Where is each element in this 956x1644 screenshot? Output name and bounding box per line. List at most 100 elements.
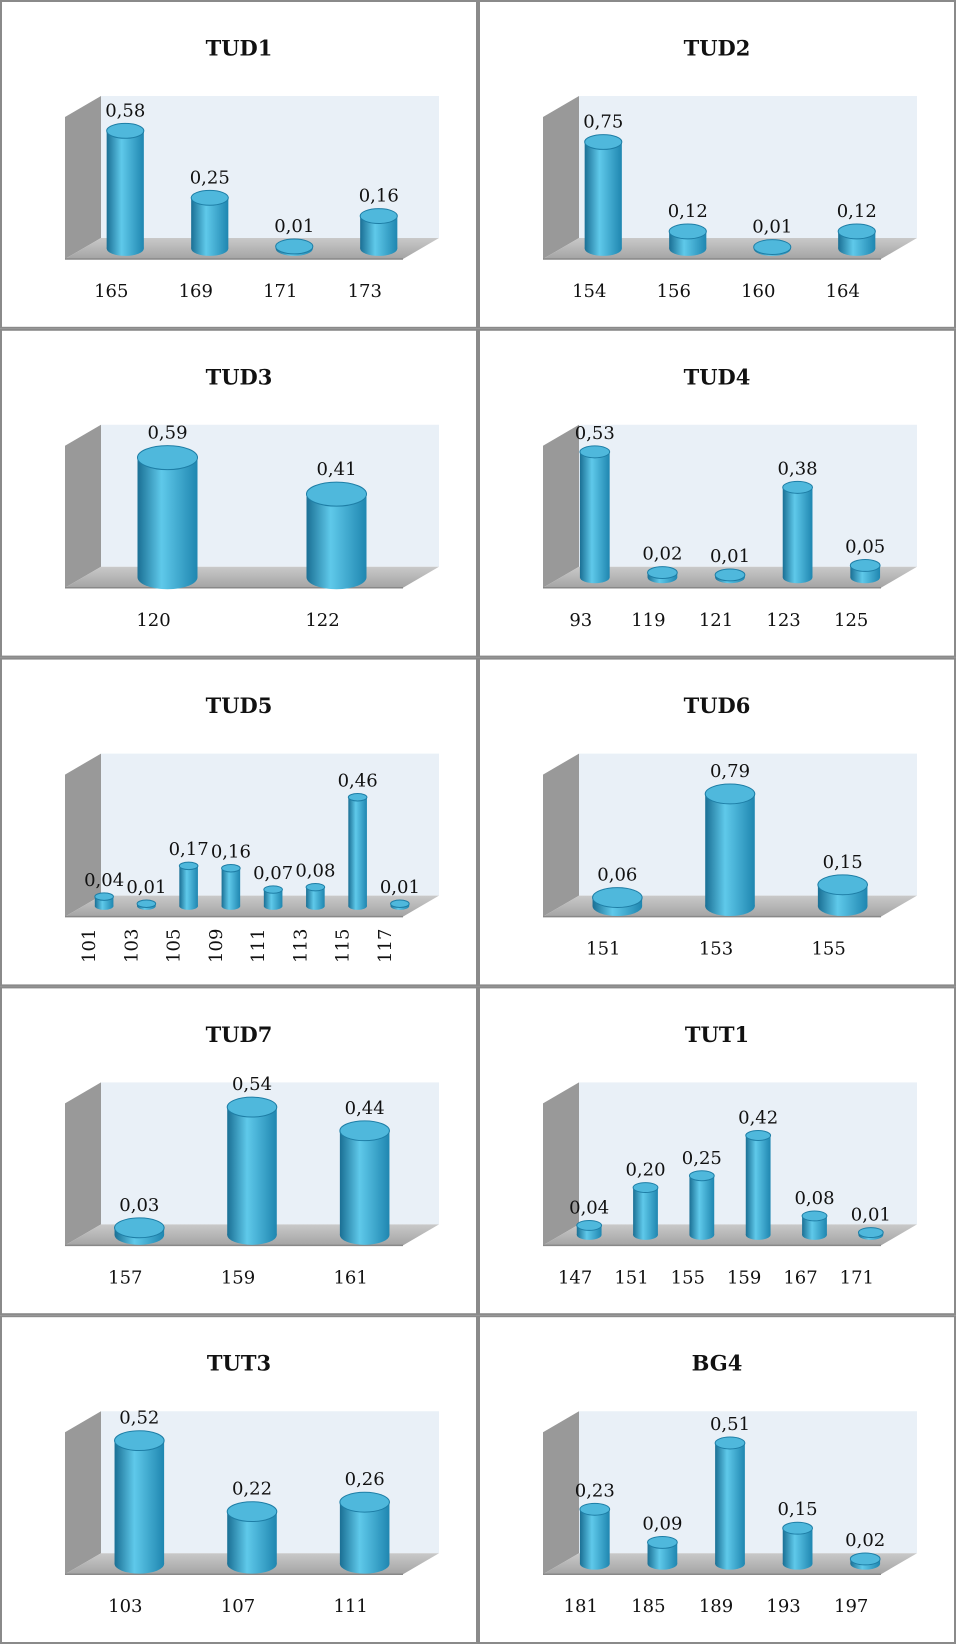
- cylinder-body: [306, 494, 367, 578]
- cylinder-bar: [647, 1535, 678, 1570]
- cylinder-top: [579, 445, 611, 459]
- cylinder-body: [191, 197, 229, 249]
- panel-border: [478, 1315, 956, 1644]
- x-tick-label: 165: [94, 281, 128, 302]
- side-wall: [543, 96, 579, 259]
- value-label: 0,01: [752, 217, 792, 238]
- chart-title: TUT1: [685, 1022, 749, 1047]
- value-label: 0,01: [710, 546, 750, 567]
- cylinder-bar: [106, 122, 145, 256]
- x-tick-label: 189: [699, 1596, 733, 1617]
- x-tick-label: 111: [248, 929, 269, 963]
- chart-panel: TUT1 0,04 147 0,20 151 0,25 155 0,42 159 0,08 167 0…: [478, 986, 956, 1316]
- cylinder-bar: [647, 566, 678, 584]
- value-label: 0,02: [642, 544, 682, 565]
- cylinder-top: [817, 874, 868, 896]
- x-tick-label: 109: [206, 929, 227, 963]
- cylinder-bar: [137, 445, 198, 590]
- cylinder-top: [857, 1227, 884, 1238]
- cylinder-top: [263, 885, 283, 894]
- cylinder-top: [190, 189, 229, 206]
- x-tick-label: 181: [564, 1596, 598, 1617]
- cylinder-top: [688, 1170, 715, 1182]
- x-tick-label: 123: [766, 610, 800, 631]
- chart-panel: BG4 0,23 181 0,09 185 0,51 189 0,15 193 0,02 197: [478, 1315, 956, 1644]
- value-label: 0,12: [837, 201, 877, 222]
- value-label: 0,01: [126, 877, 166, 898]
- side-wall: [543, 424, 579, 588]
- panel-border: [0, 0, 478, 329]
- x-tick-label: 93: [569, 610, 592, 631]
- value-label: 0,01: [380, 877, 420, 898]
- value-label: 0,54: [232, 1074, 272, 1095]
- value-label: 0,52: [119, 1408, 159, 1429]
- cylinder-body: [689, 1175, 715, 1235]
- chart-panel: TUD1 0,58 165 0,25 169 0,01 171 0,16 173: [0, 0, 478, 329]
- value-label: 0,79: [710, 761, 750, 782]
- value-label: 0,12: [668, 201, 708, 222]
- chart-title: TUD7: [206, 1022, 273, 1047]
- cylinder-body: [339, 1130, 390, 1235]
- cylinder-top: [136, 899, 157, 908]
- side-wall: [543, 1082, 579, 1246]
- cylinder-bar: [263, 885, 283, 910]
- cylinder-bar: [136, 899, 157, 910]
- x-tick-label: 103: [108, 1596, 142, 1617]
- cylinder-top: [226, 1501, 278, 1523]
- x-tick-label: 171: [840, 1267, 874, 1288]
- cylinder-bar: [584, 134, 623, 256]
- value-label: 0,09: [642, 1513, 682, 1534]
- cylinder-bar: [347, 793, 368, 910]
- cylinder-top: [584, 134, 623, 150]
- cylinder-bar: [306, 481, 367, 590]
- cylinder-bar: [753, 239, 792, 256]
- cylinder-top: [668, 223, 707, 240]
- value-label: 0,04: [569, 1197, 609, 1218]
- cylinder-top: [704, 783, 756, 805]
- side-wall: [65, 753, 101, 917]
- cylinder-top: [592, 887, 643, 908]
- cylinder-bar: [782, 480, 813, 584]
- x-tick-label: 193: [766, 1596, 800, 1617]
- cylinder-top: [339, 1120, 390, 1142]
- x-tick-label: 155: [671, 1267, 705, 1288]
- chart-panel: TUD6 0,06 151 0,79 153 0,15 155: [478, 657, 956, 987]
- cylinder-bar: [688, 1170, 715, 1240]
- cylinder-bar: [114, 1430, 165, 1574]
- cylinder-bar: [714, 1436, 746, 1570]
- value-label: 0,38: [778, 458, 818, 479]
- chart-panel: TUD4 0,53 93 0,02 119 0,01 121 0,38 123 0,05 125: [478, 328, 956, 658]
- cylinder-bar: [226, 1501, 278, 1574]
- value-label: 0,04: [84, 870, 124, 891]
- x-tick-label: 119: [631, 610, 665, 631]
- cylinder-bar: [339, 1120, 390, 1245]
- cylinder-body: [106, 130, 144, 249]
- value-label: 0,26: [345, 1469, 385, 1490]
- cylinder-body: [94, 896, 114, 907]
- cylinder-top: [339, 1491, 390, 1513]
- cylinder-body: [114, 1440, 165, 1564]
- cylinder-body: [579, 451, 610, 578]
- floor: [65, 895, 439, 917]
- cylinder-bar: [745, 1130, 772, 1240]
- cylinder-top: [647, 566, 678, 580]
- cylinder-bar: [849, 559, 881, 584]
- value-label: 0,20: [625, 1160, 665, 1181]
- cylinder-top: [745, 1130, 772, 1141]
- cylinder-bar: [305, 882, 326, 910]
- x-tick-label: 171: [263, 281, 297, 302]
- back-wall: [579, 96, 917, 238]
- value-label: 0,15: [778, 1499, 818, 1520]
- value-label: 0,42: [738, 1108, 778, 1129]
- chart-panel: TUT3 0,52 103 0,22 107 0,26 111: [0, 1315, 478, 1644]
- cylinder-top: [306, 481, 367, 507]
- value-label: 0,16: [211, 842, 251, 863]
- chart-title: BG4: [692, 1351, 743, 1376]
- cylinder-top: [305, 882, 326, 892]
- x-tick-label: 151: [614, 1267, 648, 1288]
- x-tick-label: 161: [333, 1267, 367, 1288]
- x-tick-label: 117: [375, 929, 396, 963]
- chart-title: TUD2: [684, 36, 751, 61]
- panel-border: [478, 986, 956, 1316]
- cylinder-top: [347, 793, 368, 802]
